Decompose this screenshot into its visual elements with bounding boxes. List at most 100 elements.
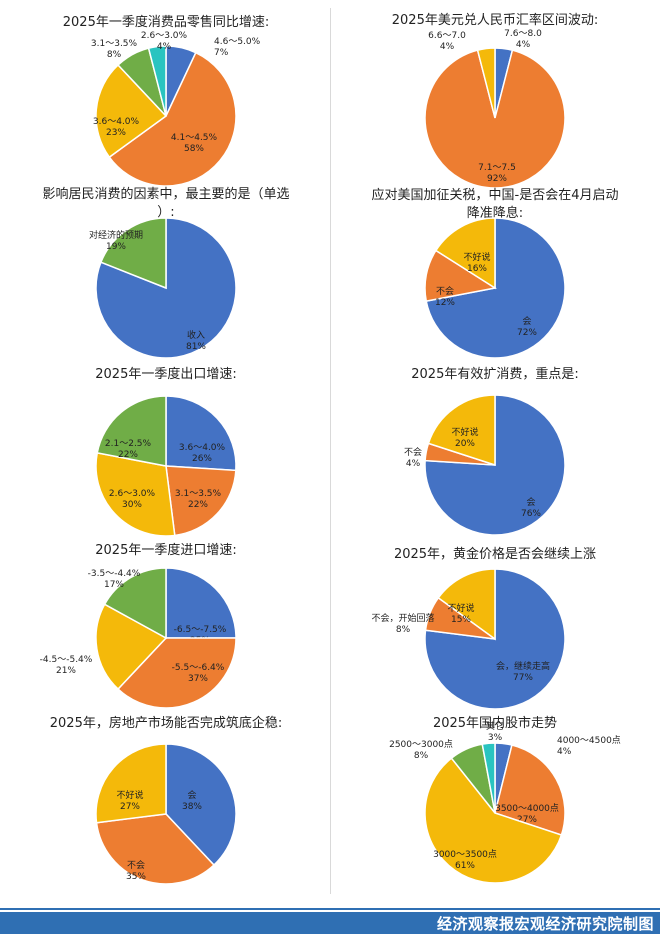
- slice-label: 2.1～2.5%: [105, 439, 152, 449]
- slice-percent: 37%: [188, 674, 208, 684]
- chart-title: 2025年一季度出口增速:: [95, 366, 236, 382]
- slice-label: 3.1～3.5%: [91, 39, 138, 49]
- slice-label: 3000～3500点: [433, 849, 497, 860]
- pie-slice: [434, 217, 496, 290]
- pie-slice: [95, 63, 168, 159]
- footer-rule: [0, 908, 660, 910]
- slice-percent: 22%: [118, 450, 138, 460]
- chart-title: ）:: [157, 205, 174, 220]
- chart-title: 2025年一季度消费品零售同比增速:: [63, 14, 269, 30]
- slice-label: 3.6～4.0%: [93, 117, 140, 127]
- slice-label: 收入: [187, 329, 205, 341]
- pie-slice: [476, 47, 496, 119]
- slice-percent: 3%: [488, 733, 503, 743]
- slice-label: 其它: [486, 720, 504, 732]
- slice-percent: 77%: [513, 673, 533, 683]
- slice-percent: 4%: [516, 40, 531, 50]
- slice-percent: 72%: [517, 328, 537, 338]
- slice-label: 2.6～3.0%: [141, 31, 188, 41]
- slice-percent: 8%: [414, 751, 429, 761]
- slice-label: 不会: [436, 285, 454, 297]
- pie-slice: [481, 742, 496, 814]
- slice-percent: 27%: [120, 802, 140, 812]
- footer-bar: 经济观察报宏观经济研究院制图: [0, 912, 660, 934]
- pie-slice: [147, 45, 167, 117]
- chart-title: 2025年国内股市走势: [433, 715, 557, 731]
- slice-percent: 4%: [440, 42, 455, 52]
- slice-label: 4.1～4.5%: [171, 133, 218, 143]
- pie-slice: [95, 813, 215, 885]
- slice-percent: 81%: [186, 342, 206, 352]
- slice-percent: 26%: [192, 454, 212, 464]
- pie-slice: [165, 465, 237, 537]
- chart-title: 应对美国加征关税，中国-是否会在4月启动: [372, 187, 619, 203]
- slice-label: 3500～4000点: [495, 803, 559, 814]
- slice-label: 7.6～8.0: [504, 29, 542, 39]
- column-divider: [330, 8, 331, 894]
- slice-label: 3.1～3.5%: [175, 489, 222, 499]
- slice-label: 对经济的预期: [89, 229, 143, 241]
- pie-slice: [108, 51, 237, 187]
- pie-slice: [427, 394, 496, 467]
- slice-percent: 20%: [455, 439, 475, 449]
- slice-label: 会: [526, 496, 535, 508]
- slice-label: 4.6～5.0%: [214, 37, 261, 47]
- chart-title: 2025年，黄金价格是否会继续上涨: [394, 546, 596, 562]
- pie-slice: [437, 568, 496, 641]
- chart-title: 影响居民消费的因素中，最主要的是（单选: [42, 186, 289, 202]
- slice-label: -6.5～-7.5%: [174, 625, 227, 635]
- slice-percent: 8%: [396, 625, 411, 635]
- slice-label: 会: [522, 315, 531, 327]
- pie-slice: [424, 49, 566, 189]
- pie-slice: [103, 567, 167, 640]
- slice-percent: 30%: [122, 500, 142, 510]
- slice-label: 4000～4500点: [557, 735, 621, 746]
- chart-title: 降准降息:: [467, 205, 523, 221]
- pie-slice: [95, 743, 167, 824]
- slice-percent: 17%: [104, 580, 124, 590]
- chart-title: 2025年美元兑人民币汇率区间波动:: [392, 12, 598, 28]
- chart-title: 2025年一季度进口增速:: [95, 542, 236, 558]
- slice-label: -5.5～-6.4%: [172, 663, 225, 673]
- slice-percent: 23%: [106, 128, 126, 138]
- slice-percent: 58%: [184, 144, 204, 154]
- slice-percent: 19%: [106, 242, 126, 252]
- pie-chart: 2025年美元兑人民币汇率区间波动:7.6～8.04%7.1～7.592%6.6…: [392, 12, 598, 189]
- chart-title: 2025年有效扩消费，重点是:: [411, 366, 578, 382]
- slice-percent: 7%: [214, 48, 229, 58]
- slice-percent: 22%: [188, 500, 208, 510]
- slice-label: 不好说: [463, 251, 490, 263]
- pie-slice: [494, 744, 566, 836]
- pie-slice: [424, 757, 563, 884]
- pie-slice: [96, 395, 167, 467]
- pie-slice: [99, 217, 167, 290]
- slice-label: 7.1～7.5: [478, 163, 516, 173]
- slice-percent: 76%: [521, 509, 541, 519]
- pie-chart: 2025年一季度出口增速:3.6～4.0%26%3.1～3.5%22%2.6～3…: [95, 366, 237, 537]
- slice-percent: 38%: [182, 802, 202, 812]
- pie-slice: [117, 637, 237, 709]
- pie-slice: [95, 452, 176, 537]
- slice-percent: 92%: [487, 174, 507, 184]
- slice-label: 2500～3000点: [389, 739, 453, 750]
- slice-label: -4.5～-5.4%: [40, 655, 93, 665]
- pie-chart: 2025年一季度消费品零售同比增速: 4.6～5.0%7% 4.1～4.5%58% 3…: [63, 14, 269, 187]
- slice-percent: 8%: [107, 50, 122, 60]
- slice-label: 会，继续走高: [496, 660, 550, 672]
- slice-percent: 35%: [126, 872, 146, 882]
- footer-credit: 经济观察报宏观经济研究院制图: [436, 915, 654, 933]
- pie-slice: [165, 743, 237, 867]
- pie-slice: [165, 395, 237, 472]
- slice-label: 不会: [404, 446, 422, 458]
- slice-percent: 61%: [455, 861, 475, 871]
- slice-label: 会: [187, 789, 196, 801]
- slice-label: 不会，开始回落: [371, 612, 434, 624]
- slice-label: -3.5～-4.4%: [88, 569, 141, 579]
- slice-percent: 12%: [435, 298, 455, 308]
- slice-percent: 16%: [467, 264, 487, 274]
